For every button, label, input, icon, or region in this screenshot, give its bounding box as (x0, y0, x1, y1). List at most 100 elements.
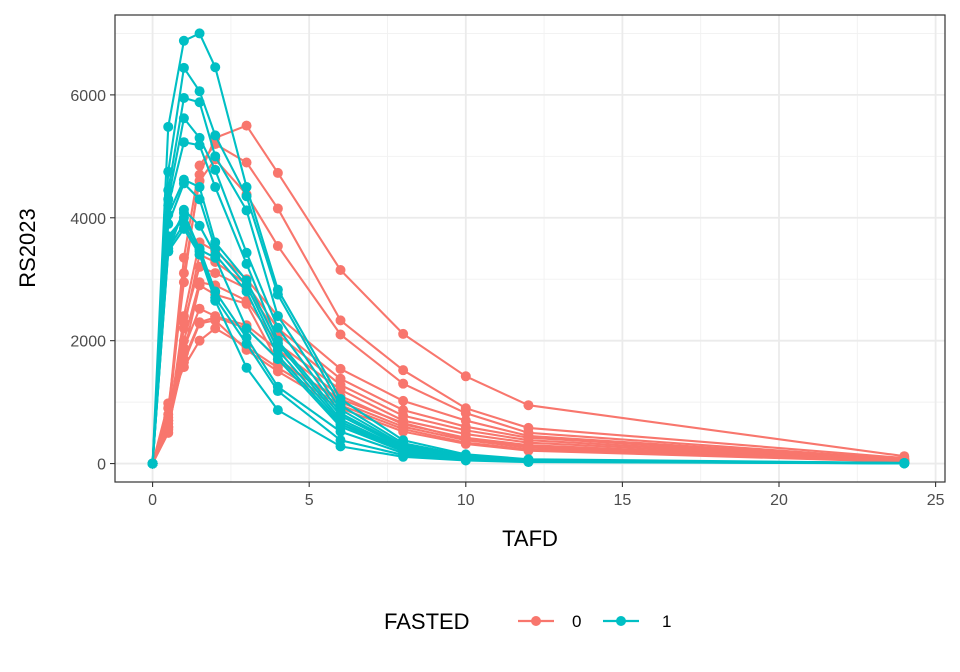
legend-label-0: 0 (572, 612, 581, 631)
x-tick-label-2: 10 (457, 492, 475, 509)
data-point (241, 298, 252, 309)
legend-key-point-1 (616, 616, 626, 626)
data-point (272, 354, 283, 365)
data-point (272, 311, 283, 322)
series-line (151, 117, 905, 465)
plot-panel-border (114, 14, 946, 483)
data-point (163, 121, 174, 132)
data-point (210, 130, 221, 141)
data-point (335, 315, 346, 326)
data-point (335, 363, 346, 374)
series-line (151, 32, 905, 465)
data-point (210, 252, 221, 263)
data-point (335, 441, 346, 452)
data-point (178, 317, 189, 328)
data-point (194, 28, 205, 39)
data-point (210, 151, 221, 162)
x-axis-title: TAFD (502, 526, 558, 551)
series-1-subject-23 (147, 223, 910, 469)
data-point (272, 322, 283, 333)
data-point (194, 182, 205, 193)
y-axis-title: RS2023 (15, 208, 40, 288)
data-point (210, 315, 221, 326)
data-point (241, 286, 252, 297)
data-point (460, 455, 471, 466)
data-point (241, 157, 252, 168)
series-1-subject-15 (147, 113, 910, 469)
data-point (210, 164, 221, 175)
data-point (210, 182, 221, 193)
data-point (272, 386, 283, 397)
data-point (241, 205, 252, 216)
data-point (178, 178, 189, 189)
data-point (194, 249, 205, 260)
data-point (194, 160, 205, 171)
data-point (272, 405, 283, 416)
data-point (272, 203, 283, 214)
data-point (398, 378, 409, 389)
x-tick-label-0: 0 (148, 492, 157, 509)
series-line (151, 142, 905, 464)
data-point (194, 140, 205, 151)
data-point (178, 137, 189, 148)
series-1-subject-16 (147, 137, 910, 469)
data-point (163, 231, 174, 242)
series-0-subject-0 (147, 120, 910, 469)
data-point (398, 328, 409, 339)
data-point (178, 268, 189, 279)
x-tick-label-5: 25 (927, 492, 945, 509)
data-point (241, 258, 252, 269)
legend-key-point-0 (531, 616, 541, 626)
data-series (147, 28, 910, 469)
data-point (272, 366, 283, 377)
data-point (210, 295, 221, 306)
data-point (272, 289, 283, 300)
y-tick-label-1: 2000 (70, 334, 106, 351)
data-point (272, 241, 283, 252)
data-point (194, 97, 205, 108)
x-tick-label-1: 5 (305, 492, 314, 509)
data-point (194, 86, 205, 97)
data-point (163, 218, 174, 229)
data-point (163, 422, 174, 433)
x-tick-label-3: 15 (613, 492, 631, 509)
data-point (194, 280, 205, 291)
legend-label-1: 1 (662, 612, 671, 631)
data-point (272, 167, 283, 178)
data-point (178, 223, 189, 234)
data-point (335, 329, 346, 340)
data-point (398, 395, 409, 406)
data-point (178, 62, 189, 73)
series-line (151, 284, 905, 464)
data-point (210, 268, 221, 279)
grid (115, 15, 945, 482)
data-point (335, 426, 346, 437)
data-point (523, 457, 534, 468)
y-tick-label-3: 6000 (70, 88, 106, 105)
data-point (178, 347, 189, 358)
data-point (210, 323, 221, 334)
data-point (194, 335, 205, 346)
data-point (460, 371, 471, 382)
data-point (163, 246, 174, 257)
data-point (194, 194, 205, 205)
data-point (178, 92, 189, 103)
data-point (241, 338, 252, 349)
data-point (163, 398, 174, 409)
data-point (194, 303, 205, 314)
data-point (398, 365, 409, 376)
data-point (460, 408, 471, 419)
data-point (460, 433, 471, 444)
y-tick-label-0: 0 (97, 457, 106, 474)
legend-entry-1: 1 (603, 612, 671, 631)
data-point (899, 458, 910, 469)
data-point (194, 132, 205, 143)
data-point (335, 265, 346, 276)
x-tick-label-4: 20 (770, 492, 788, 509)
data-point (178, 35, 189, 46)
x-axis-ticks: 0 5 10 15 20 25 (148, 482, 945, 509)
legend-title: FASTED (384, 609, 470, 634)
data-point (523, 400, 534, 411)
series-line (151, 158, 905, 464)
data-point (241, 191, 252, 202)
